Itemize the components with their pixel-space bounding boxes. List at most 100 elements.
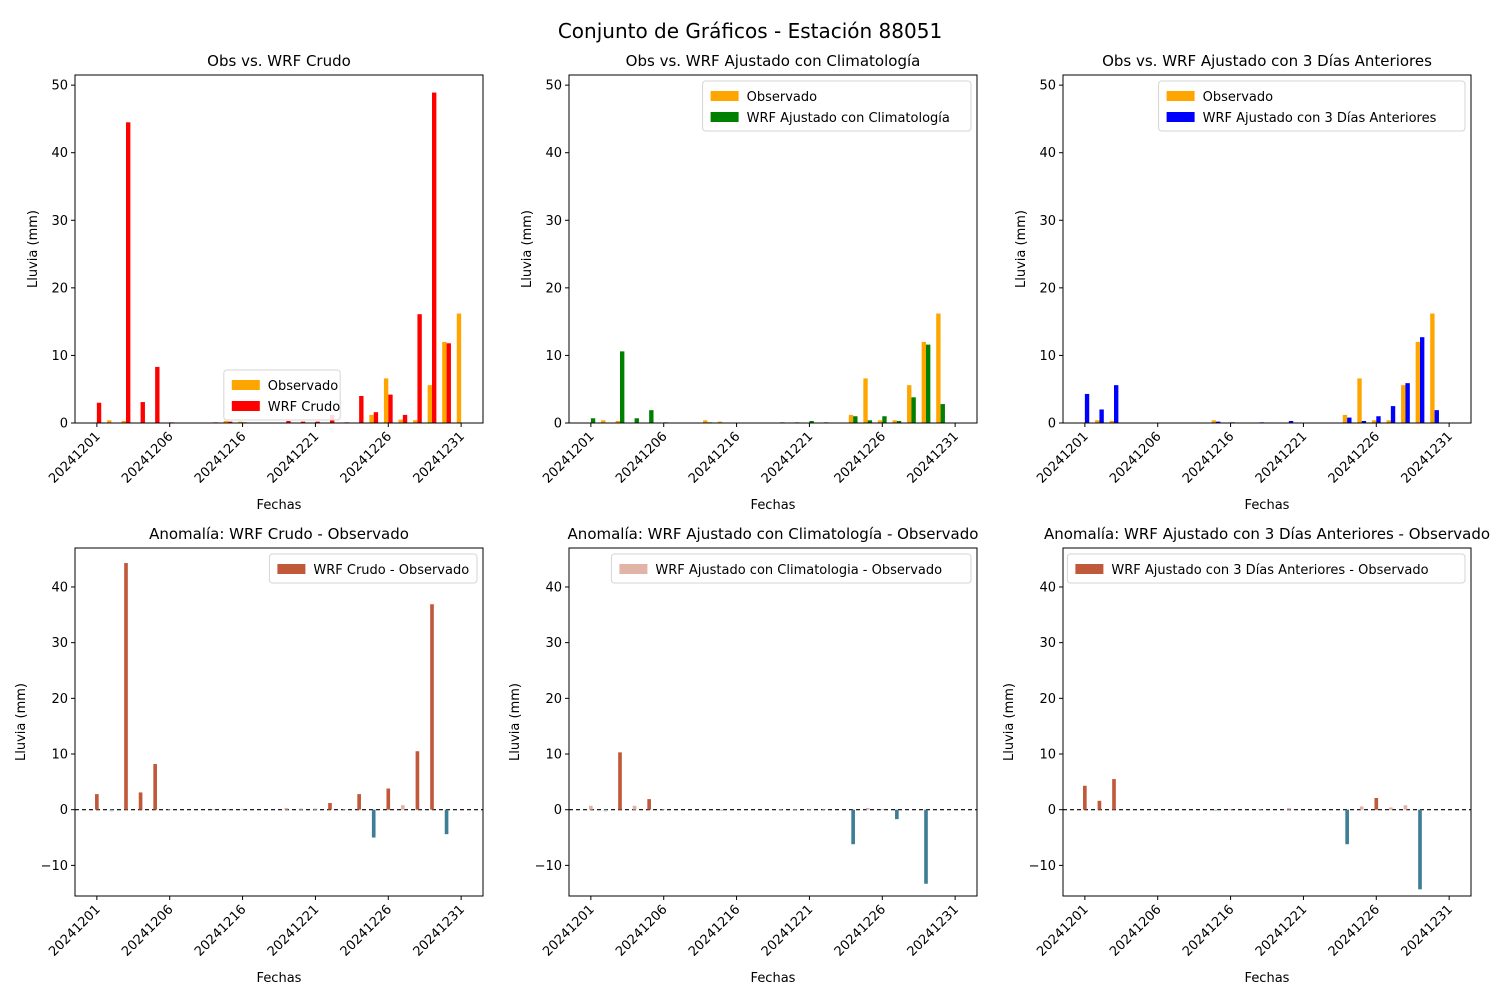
- legend-label: WRF Ajustado con Climatologia - Observad…: [655, 563, 942, 578]
- bar-wrf-2: [620, 351, 625, 423]
- axes-frame: [1062, 74, 1472, 424]
- bar-observed-19: [863, 378, 868, 423]
- bar-anomaly-4: [647, 799, 651, 810]
- bar-wrf-2: [126, 122, 131, 424]
- legend-label: Observado: [747, 90, 818, 105]
- bar-anomaly-22: [415, 751, 420, 810]
- bar-wrf-23: [432, 92, 437, 423]
- bar-wrf-18: [853, 416, 858, 423]
- y-tick-label: 40: [1039, 580, 1056, 595]
- legend: Observado WRF Ajustado con 3 Días Anterio…: [1158, 80, 1466, 132]
- bar-anomaly-1: [109, 809, 114, 812]
- legend-label: Observado: [1203, 90, 1274, 105]
- legend: Observado WRF Crudo: [223, 369, 341, 421]
- x-axis-label: Fechas: [257, 971, 302, 986]
- bar-anomaly-5: [167, 809, 172, 810]
- bar-observed-24: [442, 341, 447, 423]
- x-axis-label: Fechas: [751, 971, 796, 986]
- bar-wrf-18: [1347, 417, 1352, 423]
- bar-wrf-15: [315, 421, 320, 423]
- bar-anomaly-0: [95, 794, 99, 810]
- bar-anomaly-20: [880, 809, 885, 810]
- bar-anomaly-22: [1403, 805, 1408, 810]
- y-tick-label: 40: [51, 580, 68, 595]
- y-axis-label: Lluvia (mm): [14, 683, 29, 761]
- y-tick-label: −10: [535, 859, 562, 874]
- bar-anomaly-24: [444, 809, 449, 835]
- x-axis-label: Fechas: [1245, 498, 1290, 513]
- bar-anomaly-5: [661, 809, 666, 810]
- y-tick-label: 50: [1039, 79, 1056, 94]
- bar-anomaly-19: [371, 809, 376, 838]
- bar-anomaly-18: [357, 794, 361, 810]
- bar-anomaly-3: [138, 792, 143, 810]
- bar-anomaly-21: [401, 805, 405, 810]
- bar-anomaly-17: [342, 809, 347, 810]
- bar-wrf-23: [1420, 337, 1425, 423]
- bar-anomaly-20: [386, 788, 391, 810]
- x-axis-label: Fechas: [1245, 971, 1290, 986]
- bar-observed-25: [456, 313, 462, 423]
- bar-anomaly-2: [1112, 779, 1116, 810]
- legend-box: [1066, 553, 1466, 584]
- legend-swatch: [1166, 112, 1195, 122]
- legend-swatch: [277, 564, 306, 574]
- bar-wrf-22: [1405, 383, 1410, 423]
- bar-wrf-15: [809, 420, 814, 423]
- y-tick-label: 0: [554, 803, 562, 818]
- bar-wrf-22: [911, 397, 916, 423]
- bar-observed-2: [1109, 420, 1114, 423]
- y-tick-label: 20: [545, 281, 562, 296]
- bar-wrf-0: [590, 418, 596, 423]
- legend-box: [1158, 80, 1466, 132]
- bar-observed-9: [223, 420, 228, 423]
- bar-observed-20: [1371, 420, 1377, 423]
- legend-label: WRF Ajustado con 3 Días Anteriores - Obs…: [1111, 563, 1428, 578]
- y-tick-label: 0: [60, 417, 68, 432]
- bar-observed-21: [892, 420, 897, 423]
- bar-anomaly-13: [284, 808, 289, 810]
- legend: WRF Ajustado con 3 Días Anteriores - Obs…: [1066, 553, 1466, 584]
- bar-anomaly-16: [328, 803, 332, 810]
- bar-anomaly-10: [1228, 809, 1233, 810]
- y-tick-label: 10: [1039, 748, 1056, 763]
- bar-observed-20: [877, 420, 883, 423]
- y-axis-label: Lluvia (mm): [26, 210, 41, 288]
- panel-title: Obs vs. WRF Crudo: [207, 52, 351, 70]
- axes-frame: [568, 74, 978, 424]
- bar-wrf-0: [1084, 393, 1090, 423]
- y-tick-label: 20: [51, 692, 68, 707]
- x-axis-label: Fechas: [257, 498, 302, 513]
- y-tick-label: 10: [545, 349, 562, 364]
- y-tick-label: 20: [51, 281, 68, 296]
- bar-wrf-21: [402, 414, 408, 423]
- bar-wrf-13: [286, 420, 291, 423]
- y-tick-label: 40: [545, 146, 562, 161]
- bar-wrf-21: [896, 420, 902, 423]
- bar-wrf-23: [926, 344, 931, 423]
- bar-anomaly-3: [632, 805, 637, 810]
- bar-observed-19: [369, 414, 374, 423]
- bar-anomaly-15: [313, 808, 318, 810]
- legend-label: Observado: [268, 379, 339, 394]
- legend-label: WRF Crudo: [268, 400, 340, 415]
- legend-swatch: [1075, 564, 1104, 574]
- y-tick-label: 30: [1039, 214, 1056, 229]
- bar-wrf-9: [228, 421, 233, 423]
- bar-observed-22: [907, 385, 912, 423]
- bar-anomaly-2: [618, 752, 622, 810]
- bar-wrf-19: [1361, 420, 1367, 423]
- bar-anomaly-23: [924, 809, 928, 884]
- y-axis-label: Lluvia (mm): [1002, 683, 1017, 761]
- bar-anomaly-4: [153, 764, 157, 810]
- legend-swatch: [619, 564, 648, 574]
- y-tick-label: −10: [1029, 859, 1056, 874]
- bar-anomaly-16: [822, 809, 826, 810]
- bar-observed-2: [121, 420, 126, 423]
- y-tick-label: 20: [1039, 692, 1056, 707]
- bar-anomaly-13: [778, 809, 783, 810]
- bar-anomaly-1: [603, 809, 608, 812]
- y-tick-label: 30: [545, 214, 562, 229]
- bar-wrf-24: [940, 404, 945, 423]
